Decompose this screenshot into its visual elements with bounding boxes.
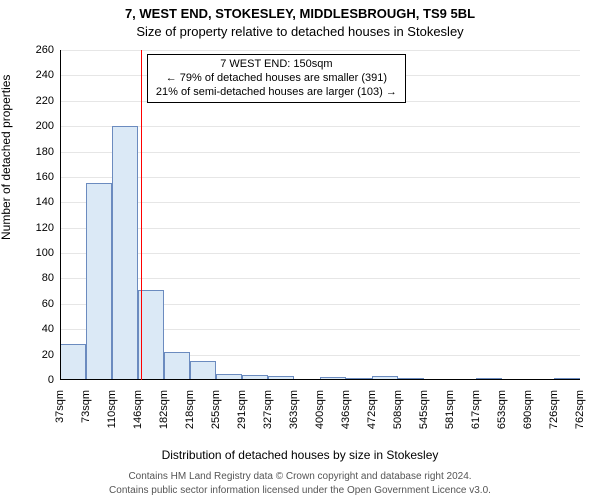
x-tick-label: 363sqm [288,386,300,429]
x-tick-label: 690sqm [522,386,534,429]
grid-line [60,202,580,203]
y-tick-label: 200 [36,120,60,132]
annotation-line: 7 WEST END: 150sqm [156,58,397,72]
footer-line-1: Contains HM Land Registry data © Crown c… [0,471,600,482]
x-tick-label: 581sqm [444,386,456,429]
marker-line [141,50,142,380]
x-tick-label: 291sqm [236,386,248,429]
x-tick-label: 545sqm [418,386,430,429]
x-tick-label: 73sqm [80,386,92,423]
x-axis-label: Distribution of detached houses by size … [0,448,600,462]
annotation-box: 7 WEST END: 150sqm← 79% of detached hous… [147,54,406,103]
grid-line [60,50,580,51]
y-tick-label: 240 [36,69,60,81]
histogram-bar [164,352,190,380]
x-tick-label: 37sqm [54,386,66,423]
grid-line [60,152,580,153]
x-tick-label: 327sqm [262,386,274,429]
x-tick-label: 400sqm [314,386,326,429]
annotation-line: 21% of semi-detached houses are larger (… [156,86,397,100]
grid-line [60,253,580,254]
grid-line [60,278,580,279]
y-tick-label: 100 [36,247,60,259]
chart-title-main: 7, WEST END, STOKESLEY, MIDDLESBROUGH, T… [0,6,600,21]
y-axis [60,50,61,380]
y-tick-label: 220 [36,95,60,107]
grid-line [60,177,580,178]
histogram-bar [86,183,112,380]
y-tick-label: 80 [42,272,60,284]
histogram-bar [112,126,138,380]
chart-title-sub: Size of property relative to detached ho… [0,24,600,39]
x-axis [60,379,580,380]
y-tick-label: 0 [48,374,60,386]
y-tick-label: 260 [36,44,60,56]
y-tick-label: 40 [42,323,60,335]
x-tick-label: 653sqm [496,386,508,429]
x-tick-label: 182sqm [158,386,170,429]
annotation-line: ← 79% of detached houses are smaller (39… [156,72,397,86]
plot-area: 02040608010012014016018020022024026037sq… [60,50,580,380]
x-tick-label: 762sqm [574,386,586,429]
y-tick-label: 60 [42,298,60,310]
y-tick-label: 180 [36,146,60,158]
grid-line [60,126,580,127]
grid-line [60,228,580,229]
x-tick-label: 110sqm [106,386,118,428]
y-axis-label: Number of detached properties [0,75,13,240]
y-tick-label: 120 [36,222,60,234]
x-tick-label: 508sqm [392,386,404,429]
x-tick-label: 617sqm [470,386,482,429]
x-tick-label: 436sqm [340,386,352,429]
x-tick-label: 255sqm [210,386,222,429]
x-tick-label: 726sqm [548,386,560,429]
y-tick-label: 140 [36,196,60,208]
footer-line-2: Contains public sector information licen… [0,485,600,496]
y-tick-label: 160 [36,171,60,183]
histogram-bar [190,361,216,380]
histogram-bar [60,344,86,380]
x-tick-label: 218sqm [184,386,196,429]
y-tick-label: 20 [42,349,60,361]
x-tick-label: 146sqm [132,386,144,429]
x-tick-label: 472sqm [366,386,378,429]
